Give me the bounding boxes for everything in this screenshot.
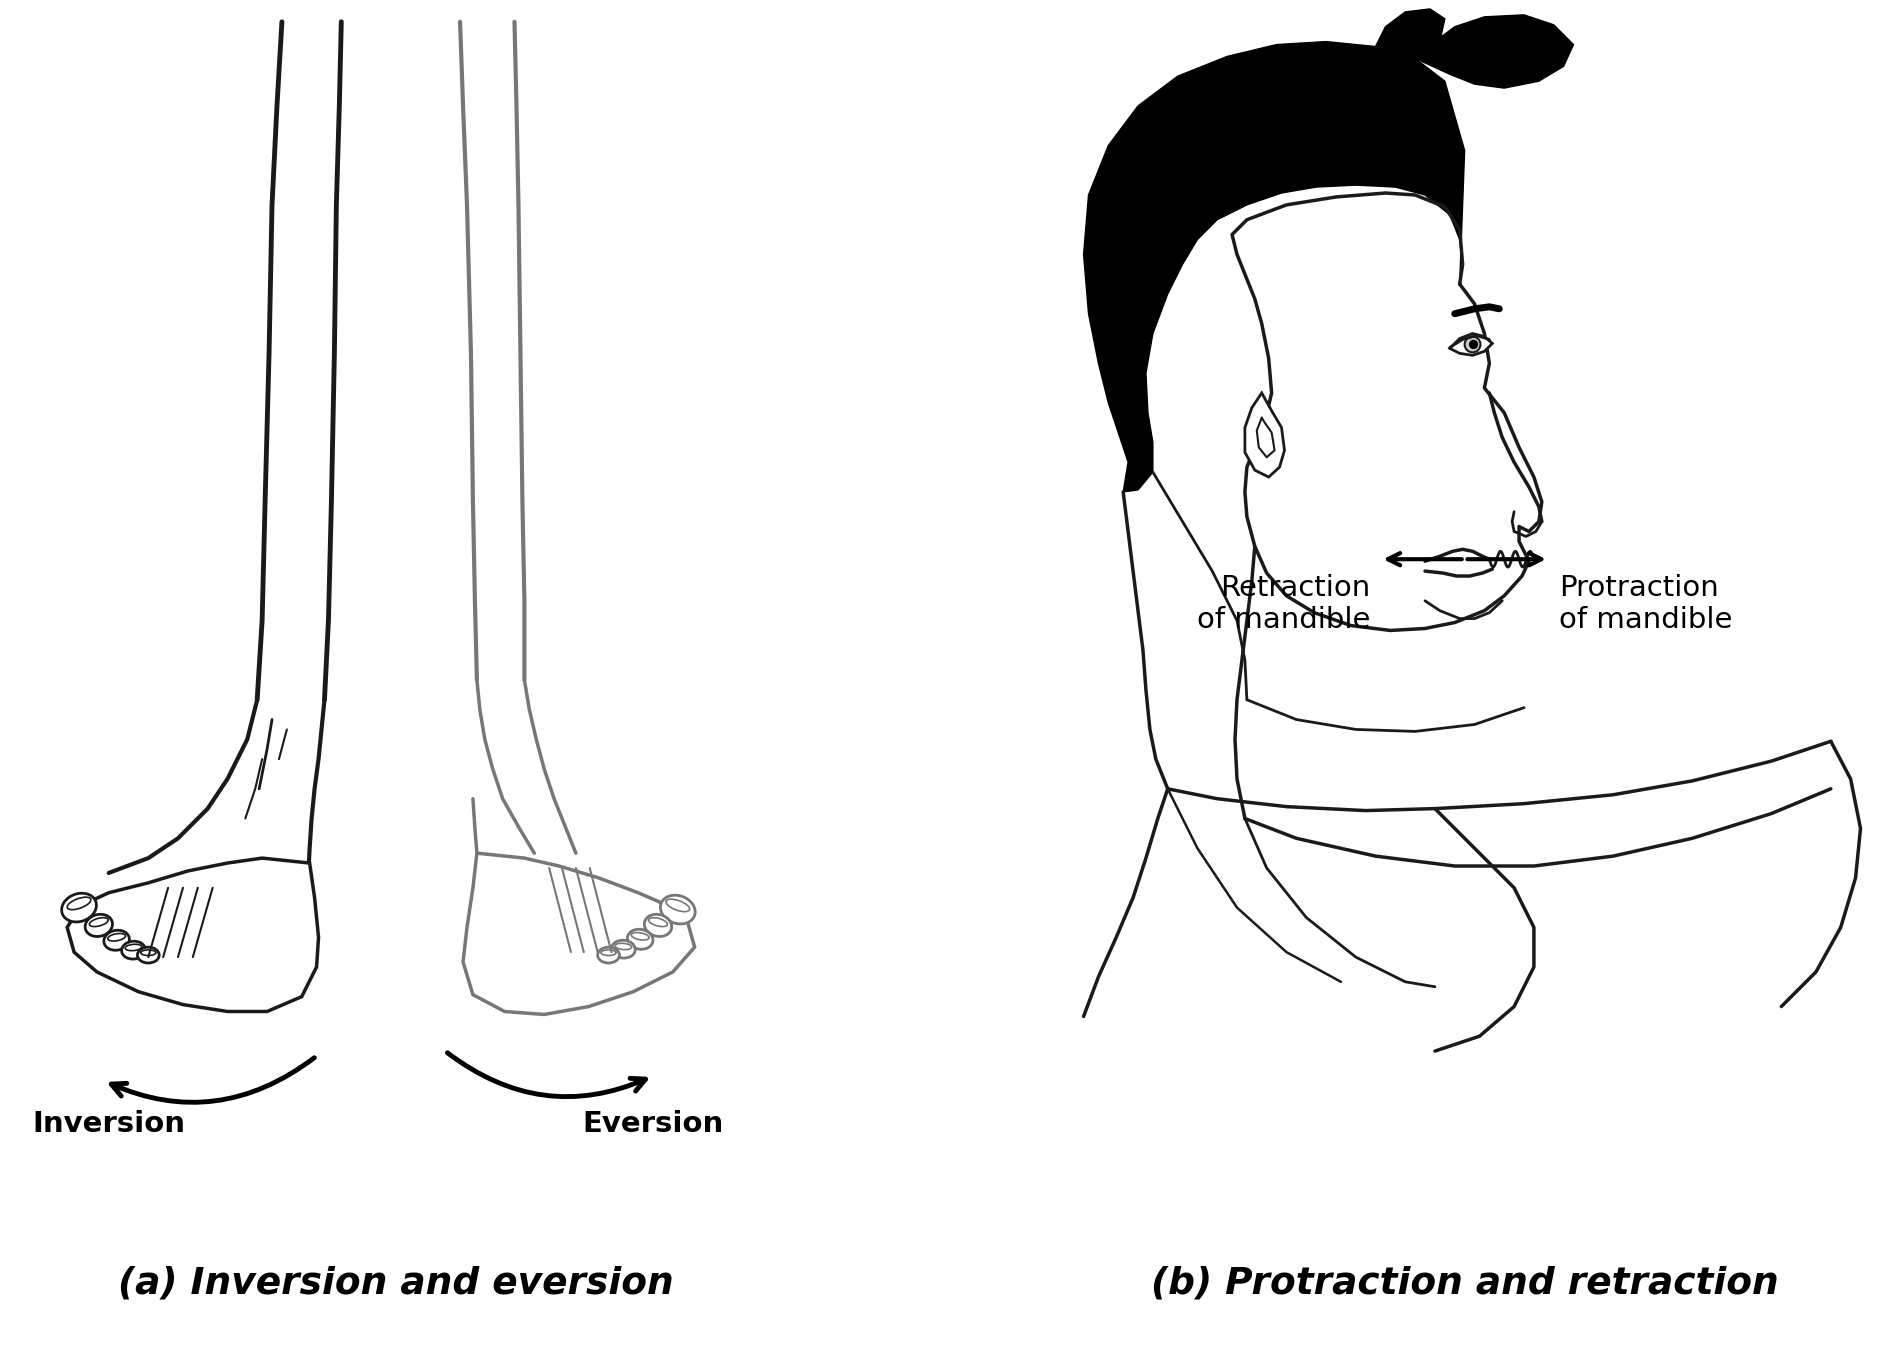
Circle shape (1471, 340, 1478, 348)
Text: (b) Protraction and retraction: (b) Protraction and retraction (1150, 1266, 1779, 1301)
Polygon shape (1376, 9, 1444, 58)
Circle shape (1465, 336, 1480, 352)
Text: (a) Inversion and eversion: (a) Inversion and eversion (117, 1266, 673, 1301)
Ellipse shape (63, 894, 97, 922)
Ellipse shape (104, 930, 129, 950)
Ellipse shape (627, 929, 654, 949)
Ellipse shape (612, 940, 635, 958)
Ellipse shape (121, 941, 146, 958)
Ellipse shape (644, 914, 671, 937)
Polygon shape (1084, 42, 1465, 491)
Text: Inversion: Inversion (32, 1111, 186, 1138)
Text: Retraction
of mandible: Retraction of mandible (1198, 574, 1370, 634)
Ellipse shape (659, 895, 695, 923)
Polygon shape (1416, 15, 1573, 88)
Ellipse shape (85, 914, 112, 937)
Polygon shape (1450, 333, 1493, 355)
Text: Protraction
of mandible: Protraction of mandible (1560, 574, 1732, 634)
Polygon shape (66, 859, 318, 1011)
Ellipse shape (597, 948, 620, 963)
Ellipse shape (138, 948, 159, 963)
Polygon shape (462, 853, 695, 1014)
Text: Eversion: Eversion (582, 1111, 724, 1138)
Polygon shape (1245, 393, 1285, 477)
